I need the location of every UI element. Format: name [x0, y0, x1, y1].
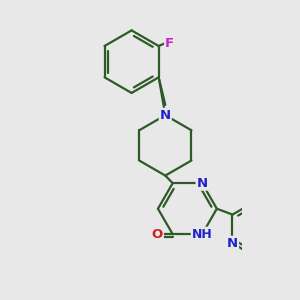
Text: F: F	[165, 37, 174, 50]
Text: O: O	[152, 228, 163, 241]
Text: NH: NH	[192, 228, 212, 241]
Text: N: N	[196, 177, 208, 190]
Text: N: N	[160, 109, 171, 122]
Text: N: N	[227, 237, 238, 250]
